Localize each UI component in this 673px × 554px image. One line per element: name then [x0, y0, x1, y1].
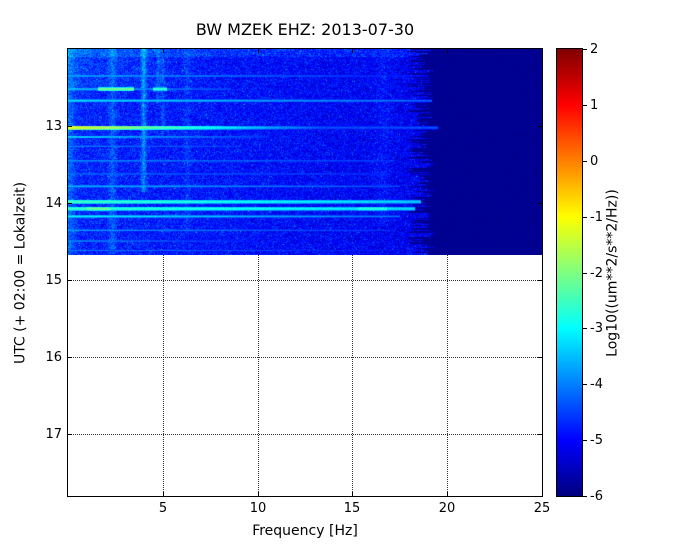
x-tick-label: 5 [158, 501, 168, 516]
plot-title: BW MZEK EHZ: 2013-07-30 [195, 20, 415, 39]
axis-tick [352, 492, 353, 496]
colorbar-tick [583, 273, 587, 274]
colorbar-tick-label: -1 [590, 210, 603, 225]
colorbar-tick-label: 0 [590, 154, 599, 169]
gridline-horizontal [68, 280, 542, 281]
axis-tick [352, 49, 353, 53]
y-tick-label: 13 [45, 119, 62, 134]
axis-tick [163, 49, 164, 53]
colorbar-tick [583, 440, 587, 441]
x-tick-label: 10 [249, 501, 267, 516]
colorbar-tick-label: -4 [590, 377, 603, 392]
y-tick-label: 14 [45, 196, 62, 211]
colorbar-tick-label: 2 [590, 42, 599, 57]
y-axis-label: UTC (+ 02:00 = Lokalzeit) [12, 181, 29, 365]
colorbar-tick [583, 161, 587, 162]
colorbar-tick-label: 1 [590, 98, 599, 113]
x-tick-label: 15 [343, 501, 361, 516]
y-tick-label: 16 [45, 350, 62, 365]
y-tick-label: 17 [45, 427, 62, 442]
gridline-vertical [447, 49, 448, 496]
axis-tick [538, 357, 542, 358]
gridline-horizontal [68, 434, 542, 435]
axis-tick [68, 280, 72, 281]
y-tick-label: 15 [45, 273, 62, 288]
axis-tick [538, 280, 542, 281]
colorbar-tick [583, 217, 587, 218]
colorbar-tick [583, 328, 587, 329]
colorbar-tick [583, 384, 587, 385]
axis-tick [258, 492, 259, 496]
gridline-vertical [352, 49, 353, 496]
gridline-vertical [258, 49, 259, 496]
spectrogram-heatmap [68, 49, 542, 255]
axis-tick [258, 49, 259, 53]
axis-tick [68, 203, 72, 204]
plot-area [67, 48, 543, 497]
axis-tick [163, 492, 164, 496]
x-tick-label: 25 [533, 501, 551, 516]
axis-tick [538, 203, 542, 204]
axis-tick [538, 434, 542, 435]
axis-tick [447, 49, 448, 53]
colorbar-tick-label: -5 [590, 433, 603, 448]
gridline-vertical [163, 49, 164, 496]
axis-tick [447, 492, 448, 496]
x-axis-label: Frequency [Hz] [252, 523, 358, 539]
colorbar-tick-label: -3 [590, 321, 603, 336]
axis-tick [542, 492, 543, 496]
axis-tick [538, 126, 542, 127]
colorbar-tick [583, 496, 587, 497]
colorbar-tick-label: -6 [590, 489, 603, 504]
colorbar [556, 48, 583, 497]
colorbar-gradient [557, 49, 582, 496]
colorbar-tick-label: -2 [590, 266, 603, 281]
axis-tick [68, 126, 72, 127]
axis-tick [68, 357, 72, 358]
axis-tick [542, 49, 543, 53]
x-tick-label: 20 [438, 501, 456, 516]
colorbar-tick [583, 49, 587, 50]
gridline-horizontal [68, 357, 542, 358]
axis-tick [68, 434, 72, 435]
colorbar-tick [583, 105, 587, 106]
